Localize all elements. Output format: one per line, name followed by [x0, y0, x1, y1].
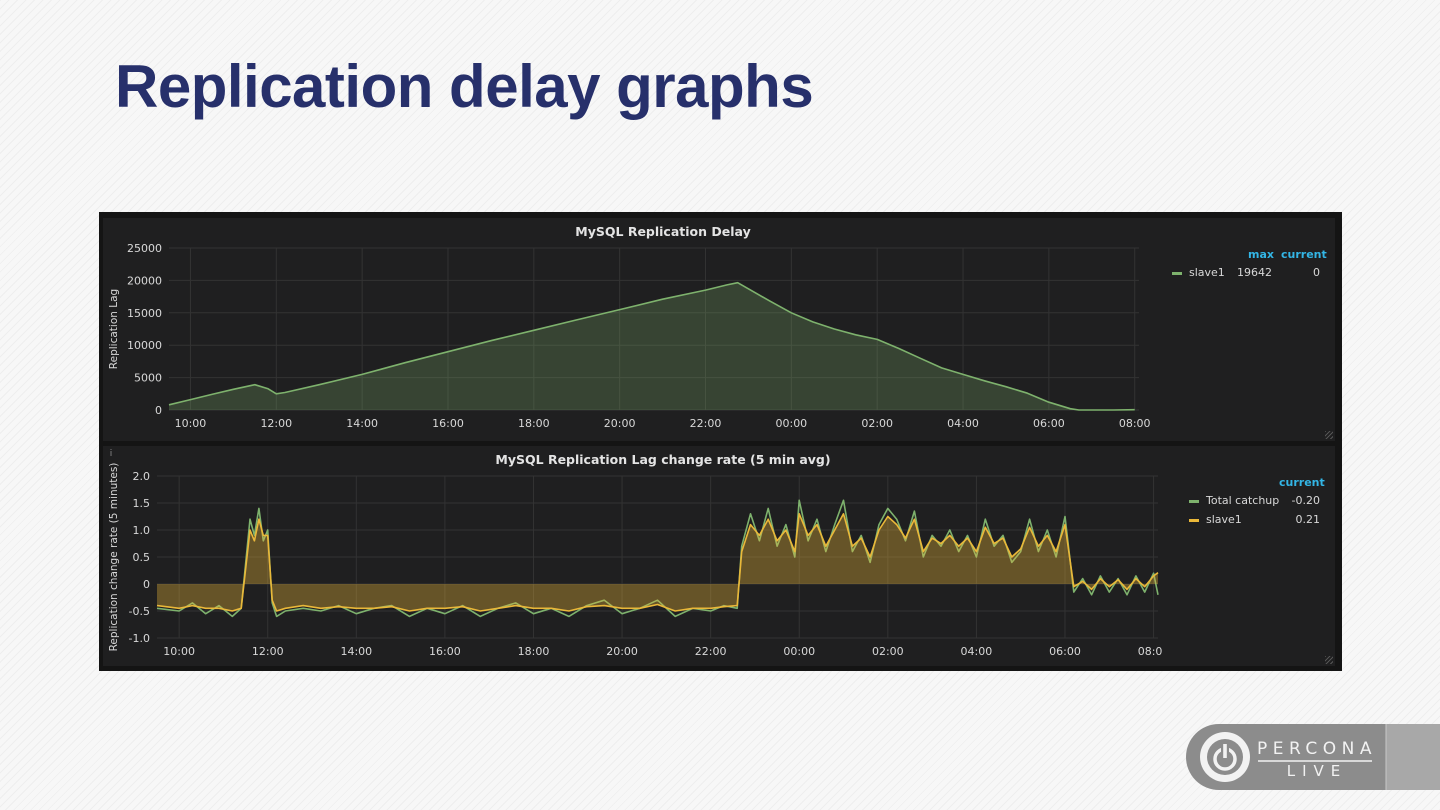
x-tick-label: 06:00: [1033, 417, 1065, 430]
lag-change-rate-chart: MySQL Replication Lag change rate (5 min…: [108, 452, 1163, 658]
lag-change-rate-legend: current Total catchup -0.20 slave1 0.21: [1163, 476, 1333, 532]
percona-live-logo: PERCONA LIVE: [1186, 724, 1440, 790]
replication-delay-panel: MySQL Replication Delay 0 5000 10000 15000 20…: [103, 218, 1335, 441]
series-line-total-catchup: [156, 499, 1159, 618]
series-area-slave1: [169, 282, 1135, 410]
series-swatch-icon: [1189, 519, 1199, 522]
y-tick-label: -0.5: [129, 605, 150, 618]
x-tick-label: 16:00: [432, 417, 464, 430]
legend-header-current: current: [1279, 476, 1325, 489]
y-axis-label: Replication Lag: [108, 289, 120, 369]
x-tick-label: 02:00: [861, 417, 893, 430]
legend-series-name: slave1: [1206, 513, 1242, 526]
legend-current-value: 0: [1313, 266, 1320, 279]
series-line-slave1: [156, 513, 1159, 612]
x-tick-label: 06:00: [1049, 645, 1081, 658]
legend-max-value: 19642: [1237, 266, 1272, 279]
percona-logo-graphic: PERCONA LIVE: [1186, 724, 1440, 790]
y-tick-label: 0: [155, 404, 162, 417]
legend-current-value: 0.21: [1295, 513, 1321, 526]
x-tick-label: 12:00: [252, 645, 284, 658]
y-tick-label: -1.0: [129, 632, 150, 645]
series-swatch-icon: [1189, 500, 1199, 503]
legend-header-max: max: [1248, 248, 1274, 261]
chart-title: MySQL Replication Lag change rate (5 min…: [495, 452, 830, 467]
y-tick-label: 10000: [127, 339, 162, 352]
legend-series-name: Total catchup: [1206, 494, 1280, 507]
grafana-dashboard: MySQL Replication Delay 0 5000 10000 15000 20…: [99, 212, 1342, 671]
y-tick-label: 2.0: [133, 470, 151, 483]
legend-item-slave1[interactable]: slave1 0.21: [1163, 513, 1333, 532]
x-tick-label: 04:00: [961, 645, 993, 658]
y-tick-label: 20000: [127, 274, 162, 287]
percona-power-icon: [1200, 732, 1250, 782]
resize-handle-icon[interactable]: [1325, 656, 1333, 664]
legend-item-total-catchup[interactable]: Total catchup -0.20: [1163, 494, 1333, 513]
x-tick-label: 08:00: [1138, 645, 1163, 658]
x-tick-label: 00:00: [775, 417, 807, 430]
x-tick-label: 14:00: [340, 645, 372, 658]
replication-delay-legend: max current slave1 19642 0: [1163, 248, 1333, 285]
x-tick-label: 10:00: [163, 645, 195, 658]
x-tick-label: 02:00: [872, 645, 904, 658]
x-tick-label: 00:00: [783, 645, 815, 658]
x-tick-label: 18:00: [518, 417, 550, 430]
slide-title: Replication delay graphs: [115, 53, 814, 120]
y-axis-label: Replication change rate (5 minutes): [108, 463, 120, 652]
x-tick-label: 20:00: [606, 645, 638, 658]
x-tick-label: 04:00: [947, 417, 979, 430]
x-tick-label: 14:00: [346, 417, 378, 430]
x-tick-label: 20:00: [604, 417, 636, 430]
live-wordmark: LIVE: [1287, 762, 1348, 780]
legend-series-name: slave1: [1189, 266, 1225, 279]
replication-delay-chart: MySQL Replication Delay 0 5000 10000 15000 20…: [108, 224, 1151, 430]
y-tick-label: 1.0: [133, 524, 151, 537]
series-line-slave1: [168, 281, 1135, 411]
x-tick-label: 18:00: [518, 645, 550, 658]
y-tick-label: 1.5: [133, 497, 151, 510]
lag-change-rate-panel: i MySQL Replication Lag change rate (5 m…: [103, 446, 1335, 666]
resize-handle-icon[interactable]: [1325, 431, 1333, 439]
chart-title: MySQL Replication Delay: [575, 224, 750, 239]
x-tick-label: 12:00: [260, 417, 292, 430]
info-icon[interactable]: i: [109, 449, 113, 459]
x-tick-label: 10:00: [175, 417, 207, 430]
y-tick-label: 0: [143, 578, 150, 591]
legend-current-value: -0.20: [1291, 494, 1320, 507]
x-tick-label: 08:00: [1119, 417, 1151, 430]
percona-wordmark: PERCONA: [1257, 739, 1377, 759]
legend-header-current: current: [1281, 248, 1327, 261]
y-tick-label: 0.5: [133, 551, 151, 564]
series-swatch-icon: [1172, 272, 1182, 275]
x-tick-label: 16:00: [429, 645, 461, 658]
x-tick-label: 22:00: [695, 645, 727, 658]
legend-item-slave1[interactable]: slave1 19642 0: [1163, 266, 1333, 285]
y-tick-label: 15000: [127, 307, 162, 320]
y-tick-label: 25000: [127, 242, 162, 255]
y-tick-label: 5000: [134, 372, 162, 385]
x-tick-label: 22:00: [690, 417, 722, 430]
series-area-slave1: [157, 513, 1158, 611]
